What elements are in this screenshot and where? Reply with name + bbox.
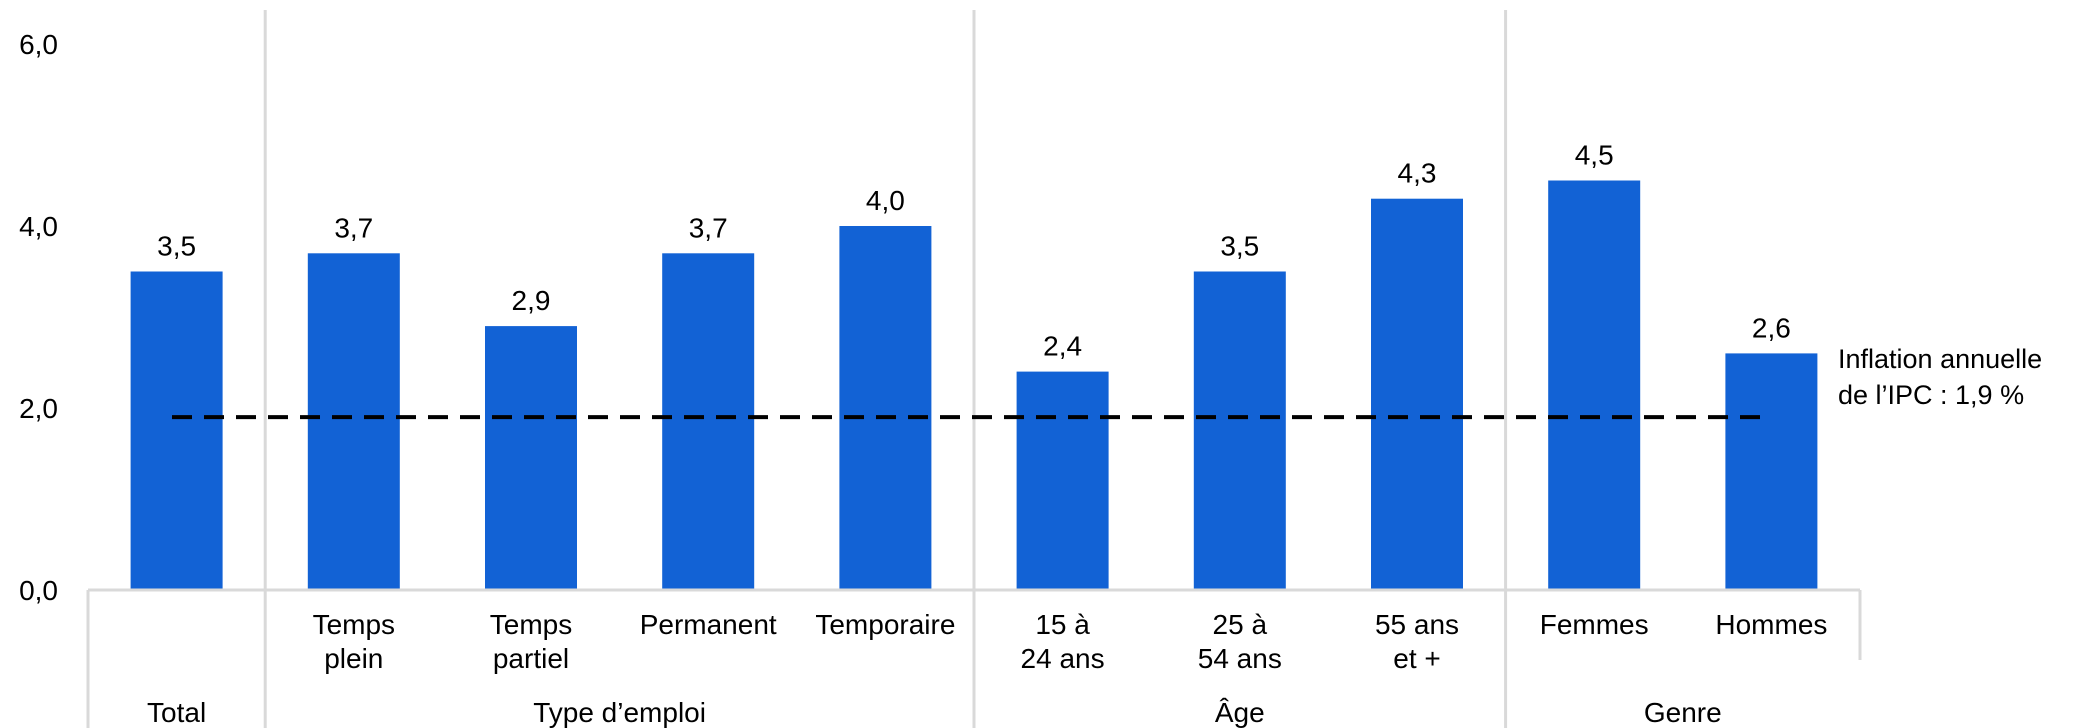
- bar: [839, 226, 932, 590]
- category-label: 25 à: [1213, 609, 1268, 640]
- bar: [1016, 371, 1109, 590]
- category-label: Hommes: [1715, 609, 1827, 640]
- category-label: Femmes: [1540, 609, 1649, 640]
- bar-value-label: 4,3: [1398, 158, 1437, 189]
- bar-value-label: 3,5: [1220, 231, 1259, 262]
- bar-value-label: 3,7: [334, 212, 373, 243]
- labels: 3,5Total3,7Tempsplein2,9Tempspartiel3,7P…: [147, 140, 2042, 728]
- bar-value-label: 2,9: [512, 285, 551, 316]
- bars: [130, 180, 1818, 591]
- bar: [1548, 180, 1641, 590]
- category-label: Total: [147, 697, 206, 728]
- reference-line-label: Inflation annuelle: [1838, 344, 2042, 374]
- group-label: Âge: [1215, 697, 1265, 728]
- category-label: Temps: [490, 609, 572, 640]
- bar: [485, 326, 577, 590]
- bar: [1725, 353, 1818, 590]
- y-tick-label: 0,0: [19, 575, 58, 606]
- category-label: 54 ans: [1198, 643, 1282, 674]
- category-label: plein: [324, 643, 383, 674]
- bar-value-label: 2,4: [1043, 331, 1082, 362]
- category-label: 55 ans: [1375, 609, 1459, 640]
- bar-value-label: 3,7: [689, 212, 728, 243]
- bar-value-label: 3,5: [157, 231, 196, 262]
- bar-value-label: 4,0: [866, 185, 905, 216]
- category-label: et +: [1393, 643, 1440, 674]
- bar: [1371, 198, 1463, 590]
- bar: [1193, 271, 1286, 590]
- group-label: Genre: [1644, 697, 1722, 728]
- category-label: Temporaire: [815, 609, 955, 640]
- bar-value-label: 2,6: [1752, 312, 1791, 343]
- category-label: Temps: [313, 609, 395, 640]
- bar: [130, 271, 223, 590]
- axes: 0,0 2,0 4,0 6,0: [19, 29, 1860, 606]
- bar: [662, 253, 755, 591]
- bar-value-label: 4,5: [1575, 140, 1614, 171]
- category-label: Permanent: [640, 609, 777, 640]
- y-tick-label: 6,0: [19, 29, 58, 60]
- bar: [307, 253, 400, 591]
- category-label: 24 ans: [1021, 643, 1105, 674]
- group-label: Type d’emploi: [533, 697, 706, 728]
- reference-line-label: de l’IPC : 1,9 %: [1838, 380, 2024, 410]
- category-label: partiel: [493, 643, 569, 674]
- y-tick-label: 2,0: [19, 393, 58, 424]
- y-tick-label: 4,0: [19, 211, 58, 242]
- category-label: 15 à: [1035, 609, 1090, 640]
- group-separators: [86, 10, 1862, 728]
